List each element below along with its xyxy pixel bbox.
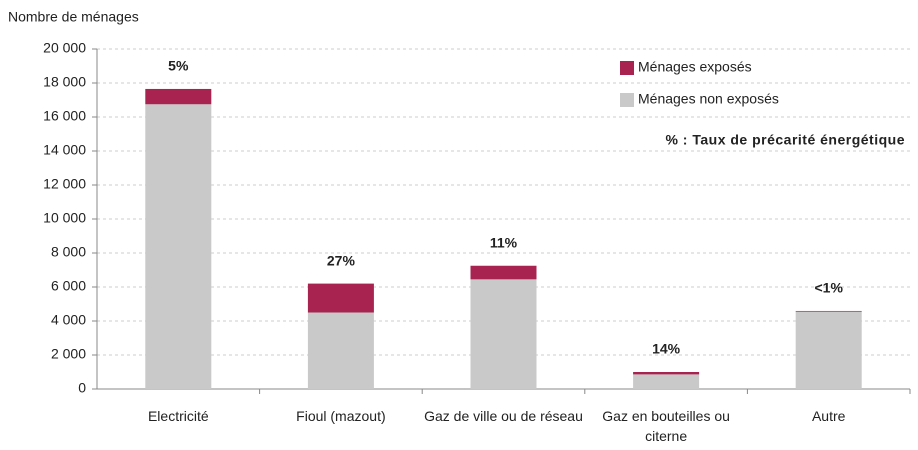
y-tick-label: 8 000	[51, 244, 86, 260]
bar-segment	[633, 374, 700, 389]
bar-segment	[633, 372, 700, 375]
bar-segment	[795, 310, 862, 312]
rate-label: 11%	[490, 234, 518, 250]
x-tick-label: Electricité	[147, 408, 209, 424]
y-tick-label: 14 000	[43, 142, 86, 158]
legend-swatch	[620, 93, 634, 107]
bar-segment	[145, 88, 212, 105]
rate-label: <1%	[814, 280, 843, 296]
x-tick-label: Gaz de ville ou de réseau	[424, 408, 583, 424]
bar-segment	[307, 312, 374, 389]
bar-segment	[470, 265, 537, 280]
y-tick-label: 2 000	[51, 346, 86, 362]
rate-label: 27%	[327, 252, 356, 268]
x-tick-label: Autre	[811, 408, 846, 424]
x-tick-label: Fioul (mazout)	[296, 408, 386, 424]
legend-label: Ménages exposés	[638, 59, 752, 75]
y-tick-label: 0	[78, 380, 86, 396]
legend-label: Ménages non exposés	[638, 91, 779, 107]
bar-segment	[145, 104, 212, 389]
note: % : Taux de précarité énergétique	[665, 132, 905, 148]
bar-segment	[470, 279, 537, 389]
rate-label: 5%	[168, 58, 189, 74]
y-tick-label: 16 000	[43, 108, 86, 124]
y-tick-label: 18 000	[43, 74, 86, 90]
y-axis-label: Nombre de ménages	[8, 9, 139, 25]
y-tick-label: 12 000	[43, 176, 86, 192]
bar-segment	[307, 283, 374, 313]
bar-segment	[795, 311, 862, 389]
legend-swatch	[620, 61, 634, 75]
y-tick-label: 6 000	[51, 278, 86, 294]
x-tick-label: Gaz en bouteilles ou citerne	[602, 408, 730, 444]
rate-label: 14%	[652, 341, 681, 357]
y-tick-label: 4 000	[51, 312, 86, 328]
y-tick-label: 10 000	[43, 210, 86, 226]
y-tick-label: 20 000	[43, 40, 86, 56]
